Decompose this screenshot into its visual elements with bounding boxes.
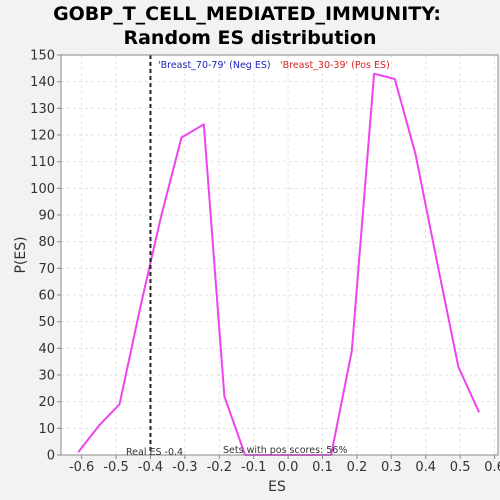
y-tick-label: 40 [38, 342, 55, 357]
y-tick-label: 0 [47, 449, 55, 464]
x-tick-label: 0.6 [484, 460, 500, 475]
y-tick-label: 140 [30, 75, 55, 90]
pos-scores-label: Sets with pos scores: 56% [223, 445, 347, 456]
x-tick-label: 0.4 [415, 460, 436, 475]
x-tick-label: -0.3 [172, 460, 197, 475]
y-tick-label: 90 [38, 209, 55, 224]
x-tick-label: -0.5 [103, 460, 128, 475]
y-tick-label: 130 [30, 102, 55, 117]
x-tick-label: 0.1 [312, 460, 333, 475]
x-tick-label: 0.0 [278, 460, 299, 475]
x-tick-label: 0.2 [347, 460, 368, 475]
x-tick-label: -0.2 [207, 460, 232, 475]
chart-subtitle: Random ES distribution [123, 27, 376, 49]
x-tick-label: -0.1 [241, 460, 266, 475]
y-tick-label: 120 [30, 129, 55, 144]
y-tick-label: 110 [30, 155, 55, 170]
y-tick-label: 10 [38, 422, 55, 437]
y-tick-label: 20 [38, 395, 55, 410]
y-tick-label: 150 [30, 49, 55, 64]
chart-title: GOBP_T_CELL_MEDIATED_IMMUNITY: [53, 3, 441, 25]
y-tick-label: 30 [38, 369, 55, 384]
x-axis-label: ES [268, 479, 286, 495]
x-axis-ticks: -0.6 -0.5 -0.4 -0.3 -0.2 -0.1 0.0 0.1 0.2 0.3 0.4 0… [69, 455, 500, 475]
x-tick-label: -0.4 [138, 460, 163, 475]
y-tick-label: 60 [38, 289, 55, 304]
y-tick-label: 50 [38, 315, 55, 330]
neg-es-label: 'Breast_70-79' (Neg ES) [158, 60, 271, 71]
y-tick-label: 70 [38, 262, 55, 277]
x-tick-label: 0.5 [450, 460, 471, 475]
real-es-label: Real ES -0.4 [126, 447, 183, 458]
y-tick-label: 100 [30, 182, 55, 197]
y-axis-label: P(ES) [13, 236, 29, 273]
plot-border [60, 54, 499, 456]
y-axis-ticks: 0 10 20 30 40 50 60 70 80 90 100 110 120 130 140 150 [30, 49, 61, 464]
x-tick-label: 0.3 [381, 460, 402, 475]
plot-area [61, 55, 498, 455]
x-tick-label: -0.6 [69, 460, 94, 475]
pos-es-label: 'Breast_30-39' (Pos ES) [280, 60, 390, 71]
y-tick-label: 80 [38, 235, 55, 250]
